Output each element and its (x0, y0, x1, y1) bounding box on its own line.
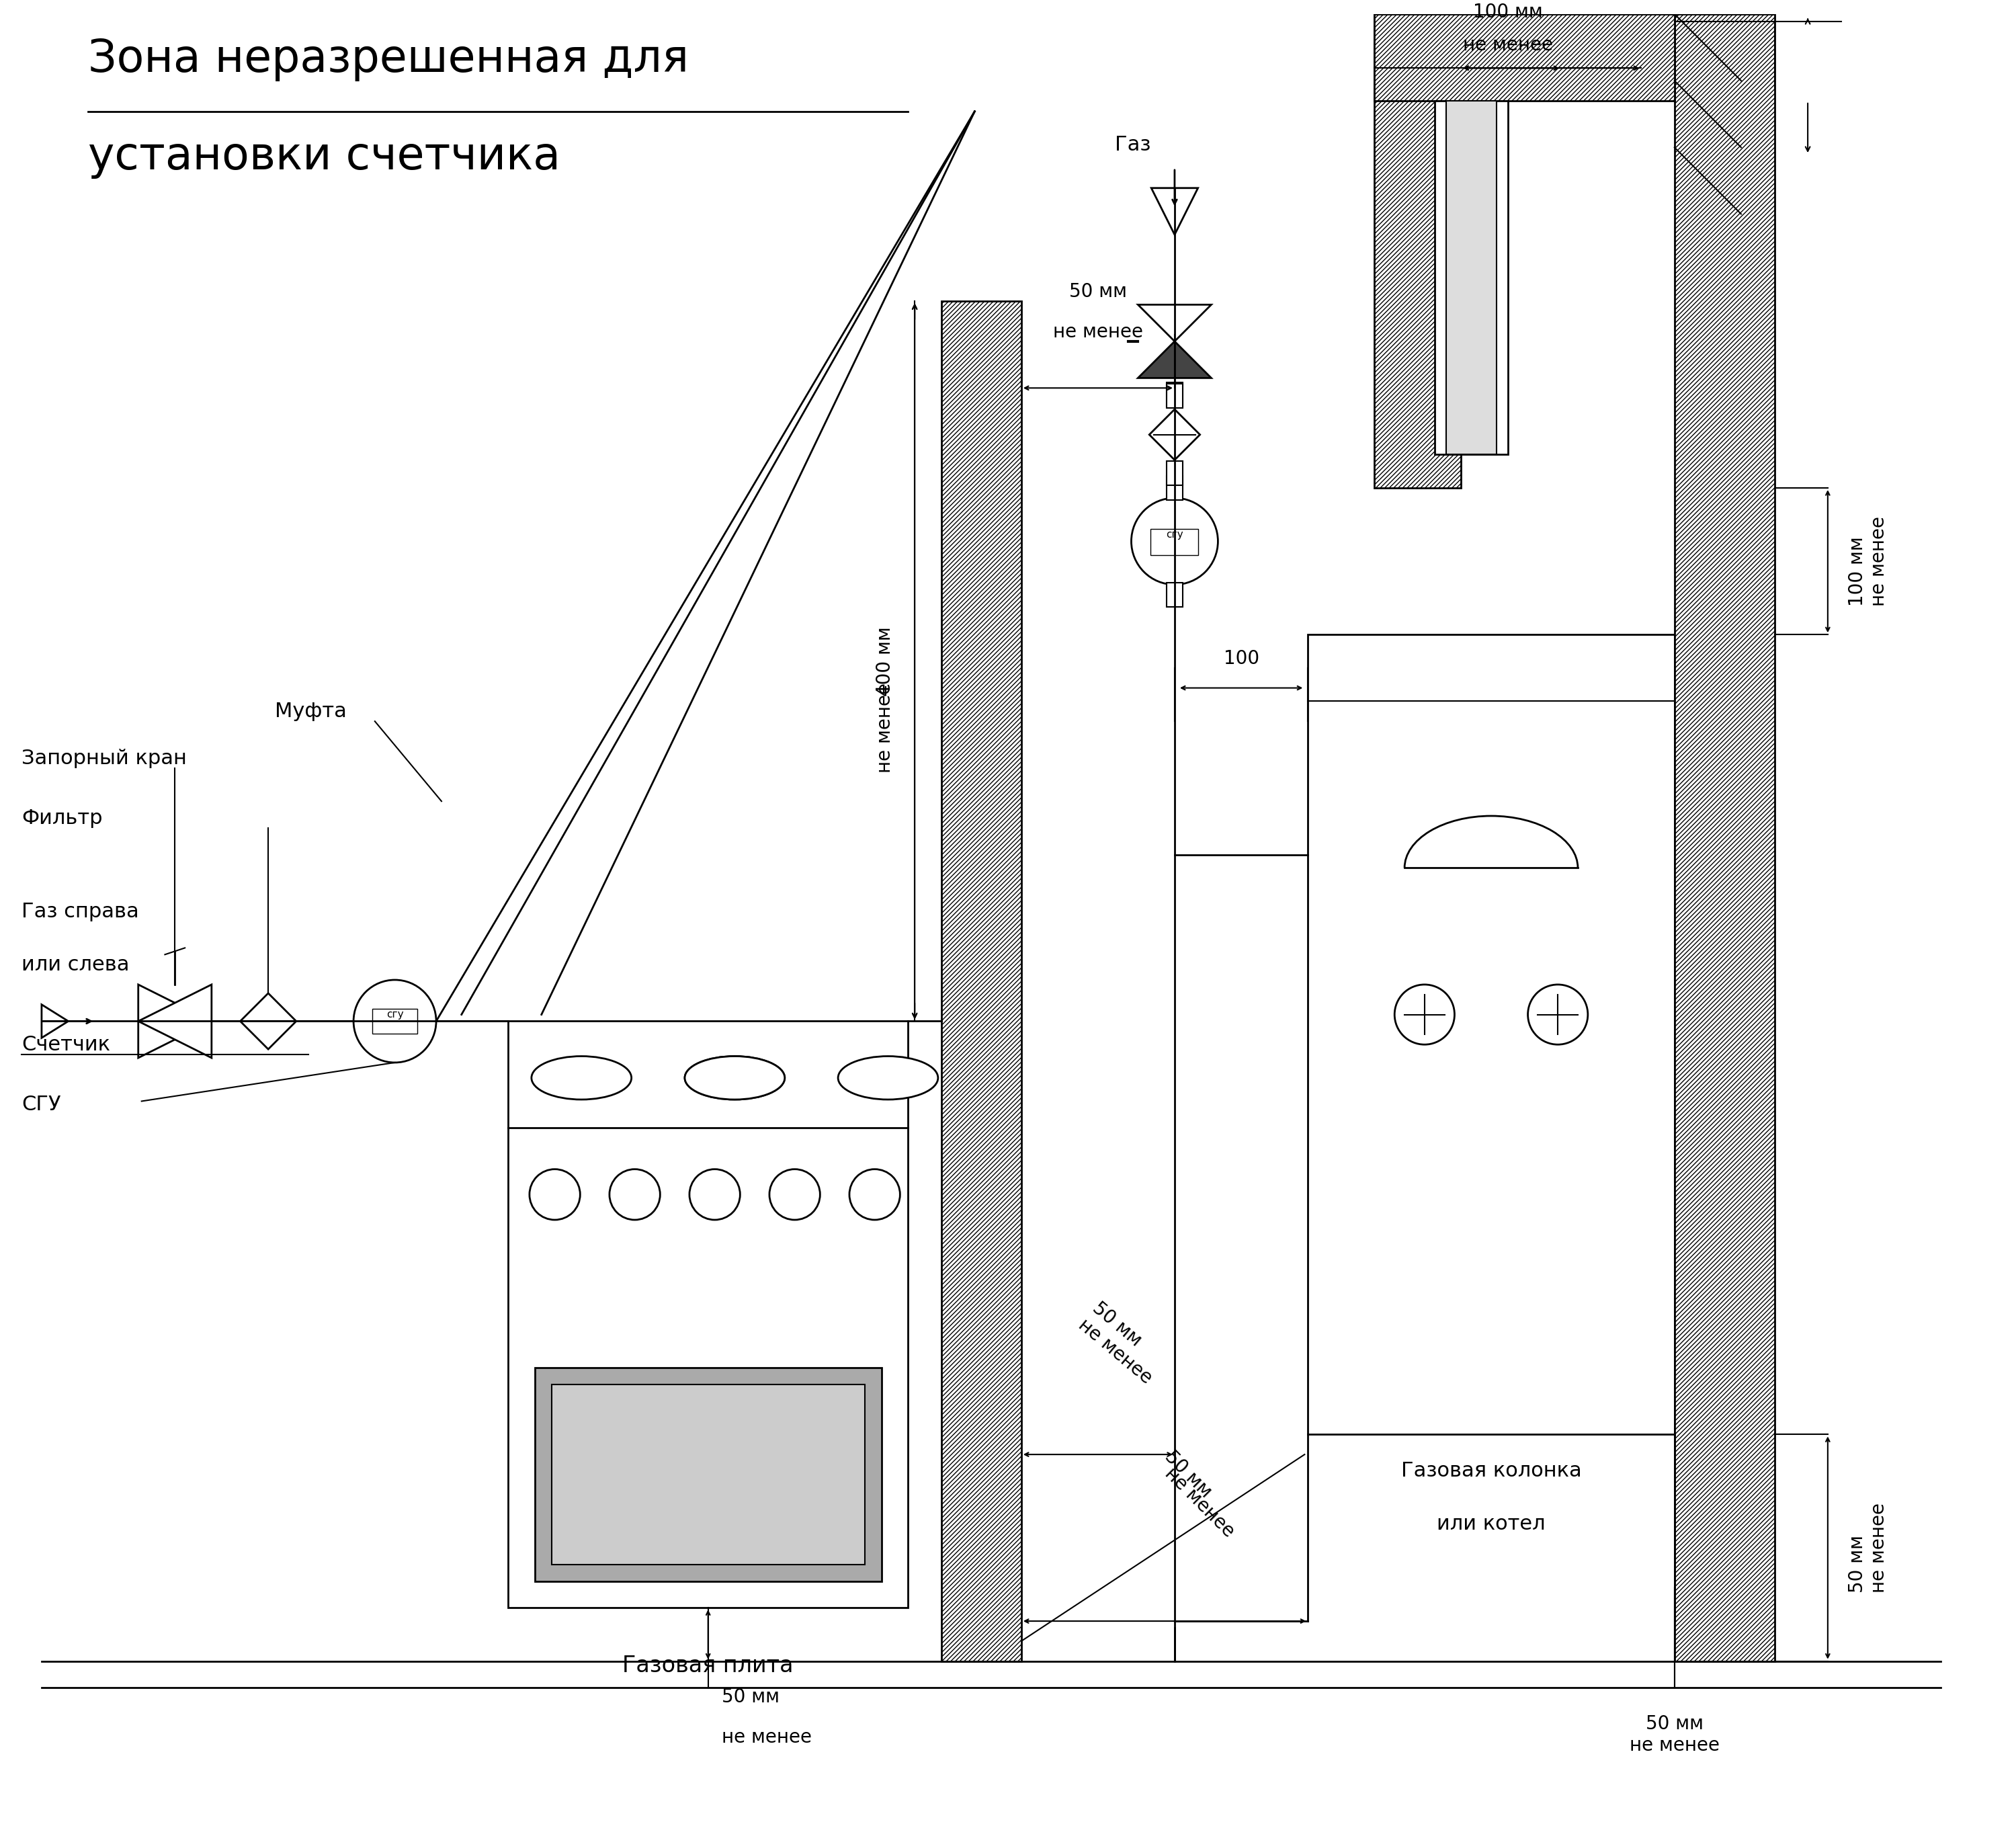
Bar (941, 301, 1022, 1662)
Bar (1375, 15, 1462, 488)
Bar (373, 1009, 417, 1033)
Text: Запорный кран: Запорный кран (22, 749, 187, 767)
Bar (1167, 461, 1183, 485)
Bar (1435, 100, 1508, 456)
Bar (1375, 15, 1675, 100)
Ellipse shape (685, 1057, 784, 1099)
Text: установки счетчика: установки счетчика (89, 135, 560, 179)
Text: сгу: сгу (387, 1009, 403, 1020)
Text: 50 мм
не менее: 50 мм не менее (1075, 1299, 1169, 1388)
Text: Газовая колонка: Газовая колонка (1401, 1461, 1581, 1481)
Text: СГУ: СГУ (22, 1095, 60, 1115)
Bar (1167, 384, 1183, 408)
Bar (1308, 634, 1675, 1434)
Text: 400 мм: 400 мм (875, 627, 895, 696)
Text: 50 мм
не менее: 50 мм не менее (1629, 1715, 1720, 1755)
Polygon shape (240, 993, 296, 1049)
Text: не менее: не менее (1464, 36, 1552, 55)
Ellipse shape (839, 1057, 937, 1099)
Text: не менее: не менее (1161, 1465, 1238, 1541)
Bar (1167, 476, 1183, 499)
Bar (552, 1385, 865, 1565)
Bar (1151, 528, 1198, 556)
Circle shape (1131, 497, 1218, 585)
Text: или котел: или котел (1437, 1514, 1546, 1534)
Text: 100: 100 (1224, 649, 1260, 669)
Text: 100 мм: 100 мм (1474, 2, 1542, 22)
Circle shape (1395, 984, 1454, 1044)
Bar (1167, 383, 1183, 406)
Polygon shape (1151, 188, 1198, 235)
Bar (508, 1020, 907, 1607)
Circle shape (849, 1170, 899, 1221)
Text: 50 мм
не менее: 50 мм не менее (1849, 1503, 1889, 1592)
Text: Фильтр: Фильтр (22, 809, 103, 827)
Polygon shape (42, 1004, 69, 1039)
Polygon shape (1137, 341, 1212, 377)
Ellipse shape (685, 1057, 784, 1099)
Text: 100 мм
не менее: 100 мм не менее (1849, 516, 1889, 607)
Polygon shape (1137, 304, 1212, 341)
Text: 50 мм: 50 мм (722, 1687, 780, 1707)
Bar (1167, 583, 1183, 607)
Text: 50 мм: 50 мм (1161, 1447, 1216, 1501)
Circle shape (609, 1170, 659, 1221)
Bar (1675, 15, 1774, 1662)
Text: не менее: не менее (722, 1727, 812, 1747)
Bar (1445, 100, 1496, 456)
Text: 50 мм: 50 мм (1068, 282, 1127, 301)
Circle shape (1528, 984, 1589, 1044)
Text: Газовая плита: Газовая плита (623, 1654, 794, 1676)
Text: Газ справа: Газ справа (22, 902, 139, 922)
Circle shape (530, 1170, 581, 1221)
Text: сгу: сгу (1165, 530, 1183, 539)
Text: Газ: Газ (1115, 135, 1151, 155)
Text: Муфта: Муфта (274, 701, 347, 722)
Bar (534, 1368, 881, 1581)
Circle shape (353, 980, 435, 1062)
Text: не менее: не менее (1052, 322, 1143, 341)
Circle shape (689, 1170, 740, 1221)
Polygon shape (139, 984, 212, 1059)
Text: или слева: или слева (22, 955, 129, 975)
Text: Зона неразрешенная для: Зона неразрешенная для (89, 36, 689, 82)
Text: не менее: не менее (875, 683, 895, 773)
Circle shape (770, 1170, 821, 1221)
Polygon shape (1149, 410, 1200, 459)
Text: Счетчик: Счетчик (22, 1035, 111, 1055)
Polygon shape (139, 984, 212, 1059)
Ellipse shape (532, 1057, 631, 1099)
